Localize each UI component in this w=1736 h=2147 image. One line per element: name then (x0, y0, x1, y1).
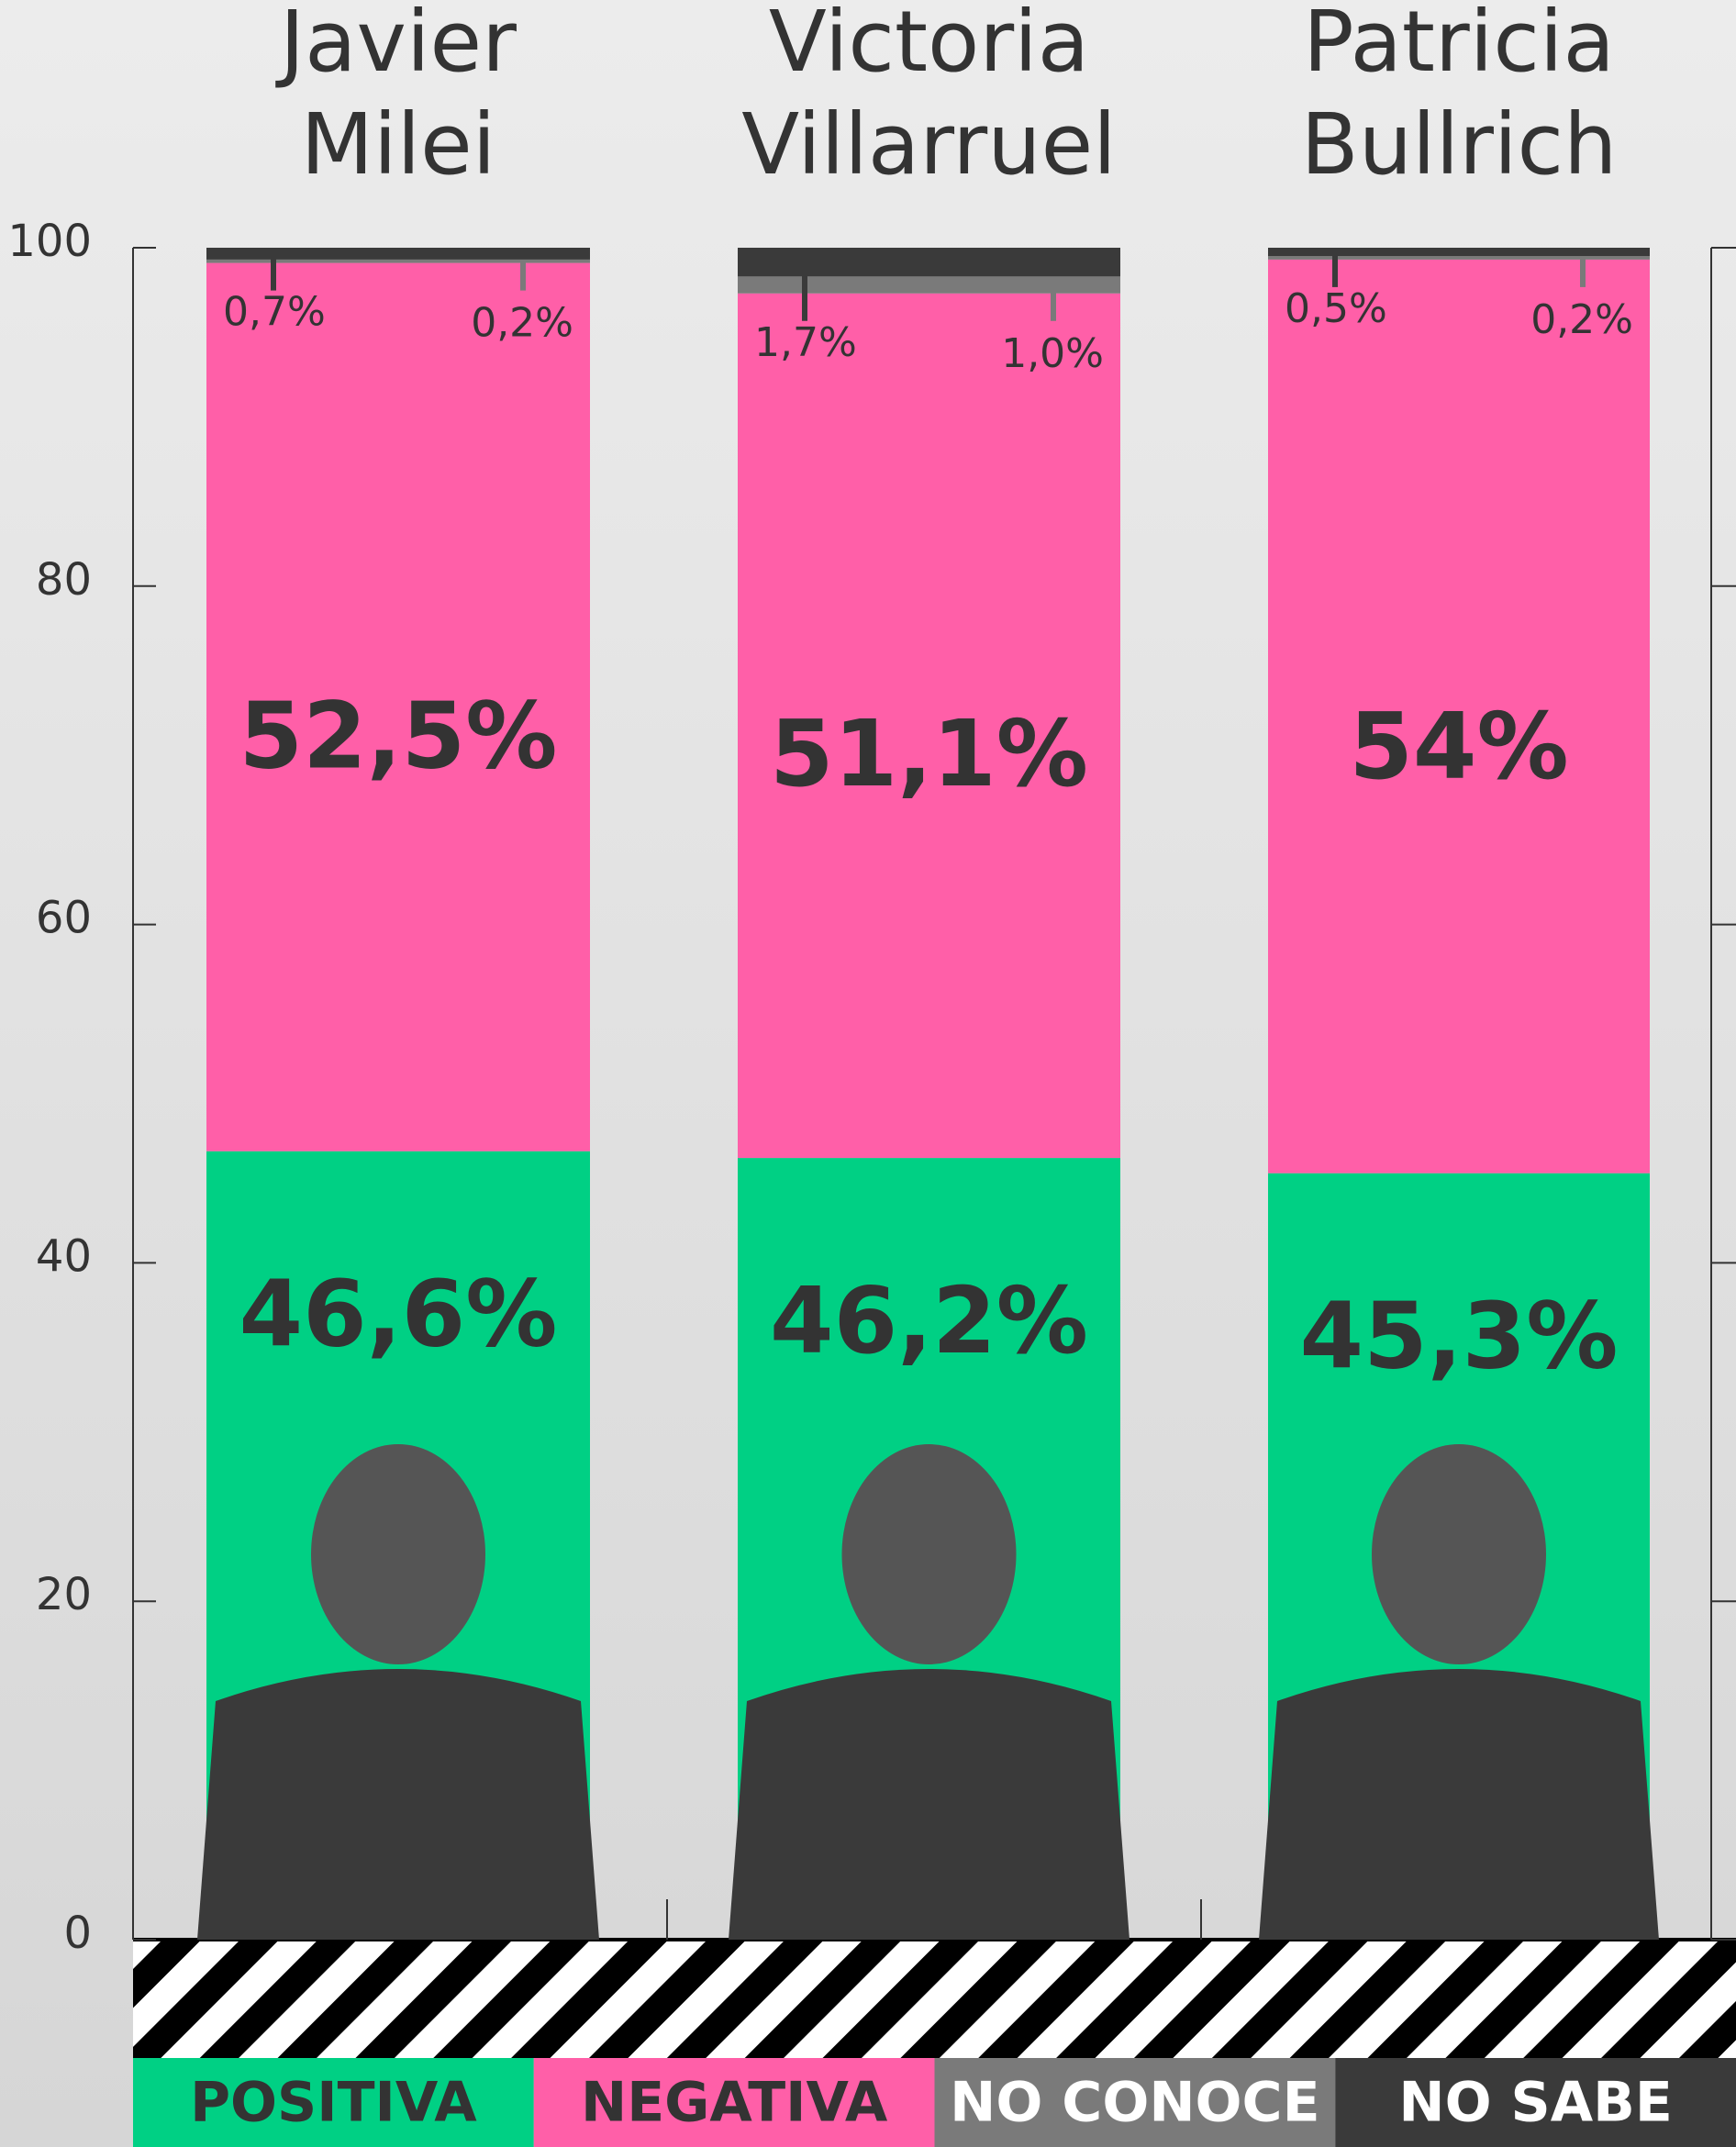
value-label: 54% (1349, 693, 1568, 800)
value-label-small: 0,5% (1285, 285, 1387, 332)
value-label-small: 0,7% (223, 289, 326, 336)
photo-body (729, 1669, 1130, 1940)
legend-label: POSITIVA (190, 2071, 477, 2135)
value-label-small: 0,2% (1530, 296, 1633, 343)
bar-segment (206, 248, 590, 260)
bar-segment (1268, 256, 1650, 260)
bar-segment (738, 248, 1120, 276)
photo-body (1259, 1669, 1659, 1940)
value-label: 46,6% (239, 1260, 558, 1367)
photo-head (842, 1444, 1017, 1664)
y-tick-label: 40 (36, 1230, 92, 1282)
value-label-small: 1,0% (1001, 330, 1104, 377)
hatch-band (133, 1940, 1736, 2058)
legend-label: NO SABE (1398, 2071, 1672, 2135)
value-label: 45,3% (1300, 1282, 1619, 1389)
y-tick-label: 80 (36, 554, 92, 606)
photo-head (311, 1444, 485, 1664)
legend-label: NO CONOCE (950, 2071, 1319, 2135)
y-tick-label: 0 (63, 1908, 92, 1959)
bar-segment (738, 276, 1120, 293)
y-tick-label: 100 (7, 216, 92, 267)
legend-label: NEGATIVA (581, 2071, 888, 2135)
bar-segment (206, 260, 590, 263)
y-tick-label: 20 (36, 1569, 92, 1620)
photo-body (197, 1669, 599, 1940)
value-label-small: 0,2% (471, 300, 573, 347)
y-tick-label: 60 (36, 893, 92, 944)
value-label: 52,5% (239, 683, 558, 790)
value-label: 46,2% (770, 1267, 1088, 1374)
value-label-small: 1,7% (754, 319, 857, 366)
chart: 0 20 40 60 80 100 JavierMilei 46,6% 52,5% 0,7% 0,2… (0, 0, 1736, 2147)
photo-head (1372, 1444, 1546, 1664)
page: 0 20 40 60 80 100 JavierMilei 46,6% 52,5% 0,7% 0,2… (0, 0, 1736, 2147)
value-label: 51,1% (770, 700, 1088, 807)
bar-segment (1268, 248, 1650, 256)
